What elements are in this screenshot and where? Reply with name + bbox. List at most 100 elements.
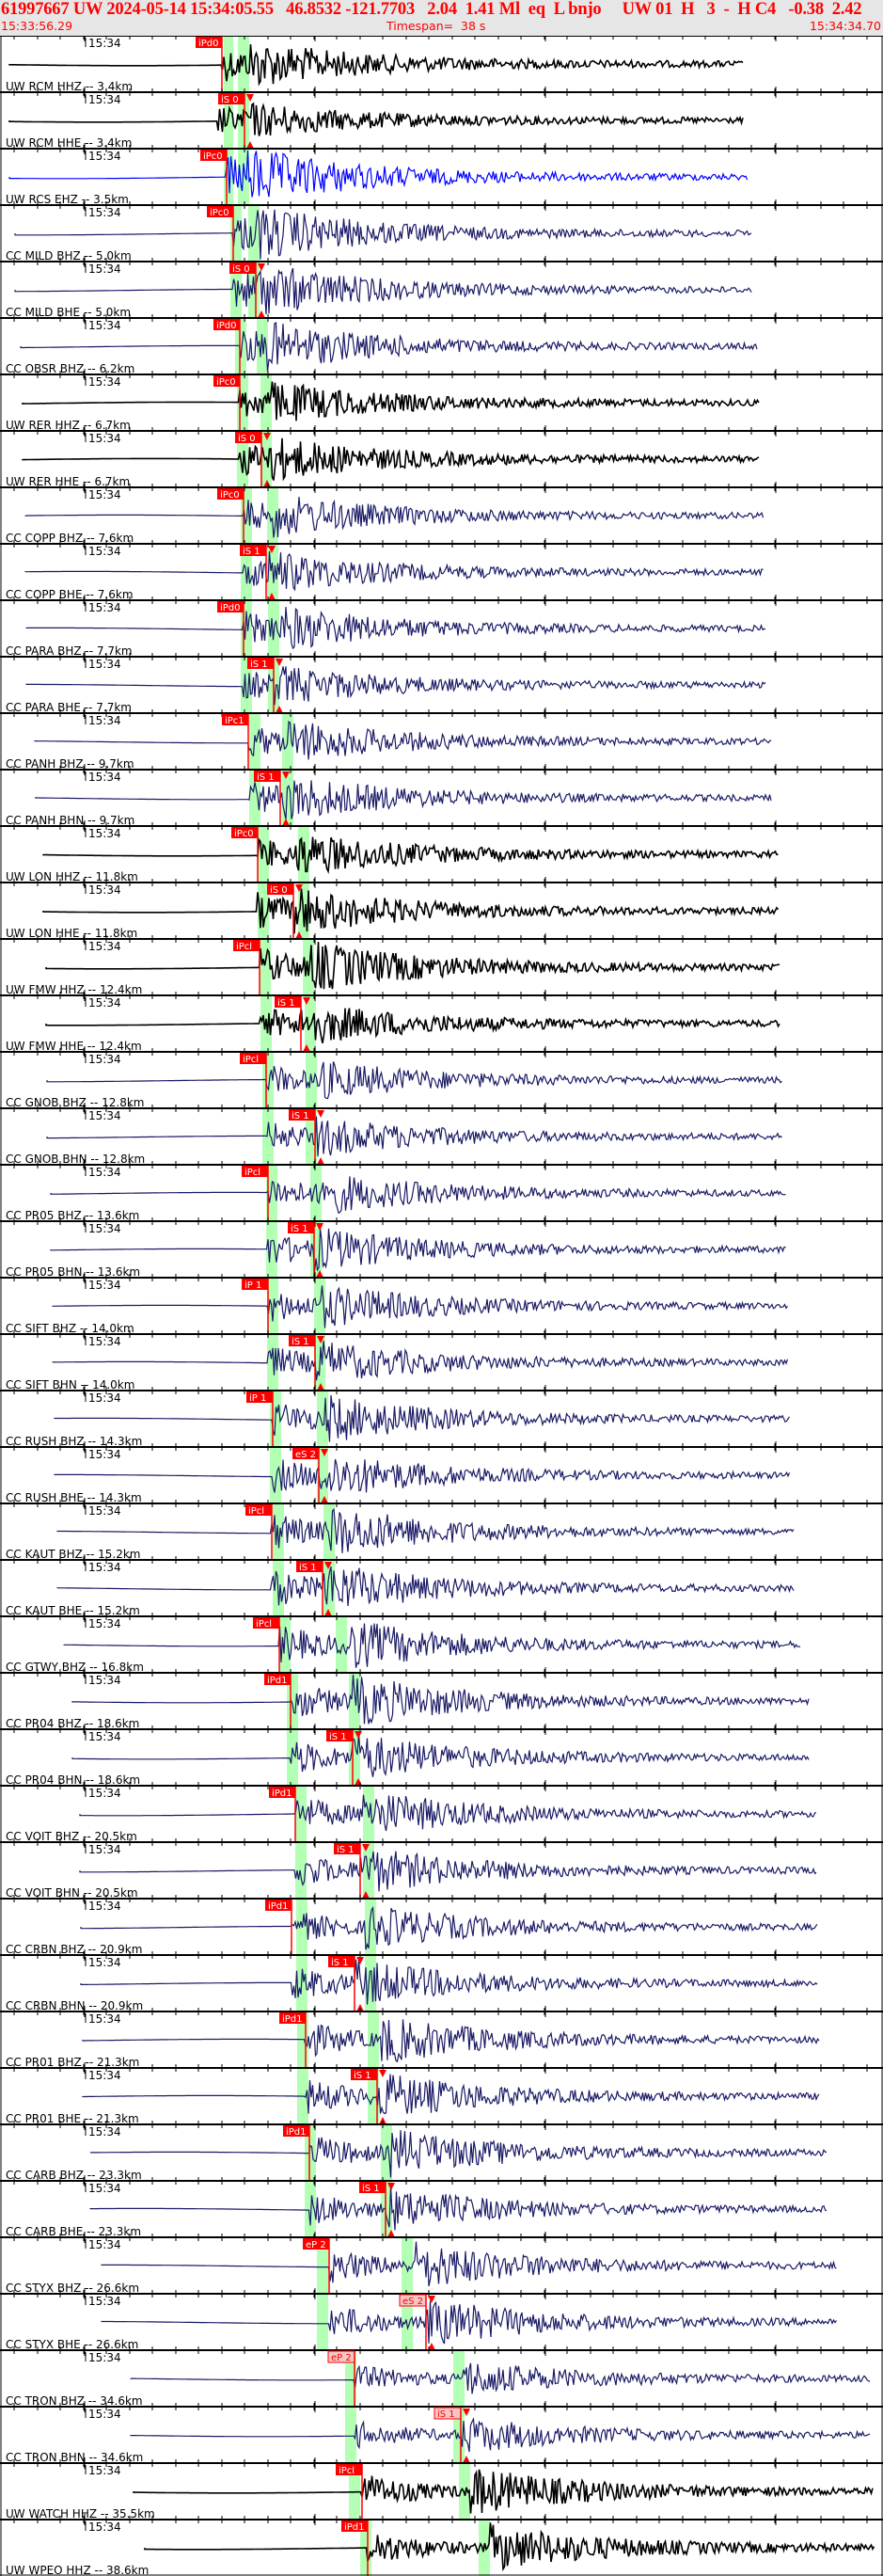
s-pick-flag[interactable]: [267, 883, 293, 895]
p-pick-flag[interactable]: [245, 1504, 272, 1516]
waveform: [133, 2469, 874, 2514]
p-pick-flag[interactable]: [279, 2012, 306, 2024]
waveform: [35, 780, 772, 819]
minute-tick-label: 15:34: [88, 93, 121, 106]
s-pick-flag[interactable]: [359, 2182, 386, 2193]
minute-tick-label: 15:34: [88, 2069, 121, 2082]
p-pick-flag[interactable]: [217, 601, 244, 612]
minute-tick-label: 15:34: [88, 1561, 121, 1574]
p-pick-flag[interactable]: [242, 1279, 268, 1290]
p-pick-flag[interactable]: [233, 940, 260, 951]
minute-tick-label: 15:34: [88, 771, 121, 784]
station-label: CC PR01 BHZ -- 21.3km: [6, 2056, 139, 2069]
p-window: [345, 2350, 356, 2407]
s-marker-up-icon: [316, 1270, 323, 1278]
trace-panel: 15:34 iPc0 UW RER HHZ -- 6.7km: [0, 369, 883, 432]
minute-tick-label: 15:34: [88, 658, 121, 671]
minute-tick-label: 15:34: [88, 1843, 121, 1856]
p-pick-flag[interactable]: [213, 319, 240, 330]
station-label: UW RER HHE -- 6.7km: [6, 475, 130, 488]
p-pick-flag[interactable]: [231, 827, 258, 838]
waveform: [14, 267, 752, 315]
p-window: [317, 2237, 328, 2294]
s-window: [267, 487, 278, 544]
station-label: CC VOIT BHZ -- 20.5km: [6, 1830, 137, 1843]
s-window: [238, 92, 249, 149]
p-pick-flag[interactable]: [207, 206, 233, 217]
s-pick-flag[interactable]: [328, 1956, 355, 1967]
s-pick-flag[interactable]: [240, 545, 266, 556]
pick-label: iPc0: [210, 208, 229, 218]
trace-panel: 15:34 iPc0 UW RCS EHZ -- 3.5km: [0, 143, 883, 206]
minute-tick-label: 15:34: [88, 1617, 121, 1630]
s-marker-up-icon: [258, 310, 265, 318]
minute-tick-label: 15:34: [88, 996, 121, 1010]
waveform: [42, 836, 779, 874]
station-label: CC PR05 BHZ -- 13.6km: [6, 1209, 139, 1222]
s-marker-up-icon: [268, 593, 276, 600]
s-pick-flag[interactable]: [218, 93, 244, 104]
s-pick-flag[interactable]: [351, 2069, 377, 2080]
p-pick-flag[interactable]: [213, 375, 240, 387]
s-marker-down-icon: [428, 2296, 435, 2303]
p-pick-flag[interactable]: [222, 714, 248, 725]
trace-panel: 15:34 iS 1 CC PR04 BHN -- 18.6km: [0, 1724, 883, 1787]
p-pick-flag[interactable]: [196, 37, 222, 48]
s-pick-flag[interactable]: [296, 1561, 323, 1572]
p-pick-flag[interactable]: [253, 1617, 279, 1629]
p-pick-flag[interactable]: [242, 1166, 268, 1177]
pick-label: iS 1: [250, 660, 268, 670]
pick-label: iPcl: [256, 1619, 272, 1630]
waveform: [101, 2300, 837, 2345]
p-pick-flag[interactable]: [341, 2520, 368, 2532]
p-pick-flag[interactable]: [217, 488, 244, 500]
trace-panel: 15:34 iS 1 CC TRON BHN -- 34.6km: [0, 2401, 883, 2464]
station-label: CC STYX BHZ -- 26.6km: [6, 2282, 139, 2295]
p-pick-flag[interactable]: [246, 1391, 273, 1403]
s-marker-down-icon: [317, 1336, 324, 1344]
waveform: [50, 1228, 786, 1272]
s-window: [306, 1108, 317, 1165]
station-label: CC RUSH BHE -- 14.3km: [6, 1491, 142, 1504]
p-pick-flag[interactable]: [240, 1053, 266, 1064]
p-pick-flag[interactable]: [200, 150, 227, 161]
station-label: CC MILD BHE -- 5.0km: [6, 306, 131, 319]
p-pick-flag[interactable]: [303, 2238, 329, 2250]
p-window: [266, 1165, 277, 1221]
s-pick-flag[interactable]: [229, 262, 256, 274]
station-label: CC CRBN BHN -- 20.9km: [6, 1999, 143, 2012]
pick-label: iPc0: [234, 829, 254, 839]
minute-tick-label: 15:34: [88, 206, 121, 219]
minute-tick-label: 15:34: [88, 1448, 121, 1461]
s-pick-flag[interactable]: [334, 1843, 360, 1854]
p-pick-flag[interactable]: [336, 2464, 362, 2475]
p-pick-flag[interactable]: [269, 1787, 295, 1798]
station-label: UW RCM HHZ -- 3.4km: [6, 80, 133, 93]
s-pick-flag[interactable]: [235, 432, 261, 443]
s-pick-flag[interactable]: [288, 1222, 314, 1233]
p-pick-flag[interactable]: [283, 2125, 309, 2137]
s-pick-flag[interactable]: [275, 996, 301, 1008]
minute-tick-label: 15:34: [88, 375, 121, 389]
s-pick-flag[interactable]: [254, 771, 280, 782]
waveform: [80, 1959, 818, 2005]
station-label: UW RCM HHE -- 3.4km: [6, 136, 132, 150]
s-pick-flag[interactable]: [292, 1448, 319, 1459]
trace-panel: 15:34 iPcl CC GNOB BHZ -- 12.8km: [0, 1046, 883, 1109]
s-marker-down-icon: [316, 1223, 323, 1231]
s-pick-flag[interactable]: [247, 658, 274, 669]
minute-tick-label: 15:34: [88, 1391, 121, 1405]
p-window: [295, 1842, 307, 1899]
end-time: 15:34:34.70: [809, 19, 881, 33]
s-pick-flag[interactable]: [326, 1730, 353, 1741]
trace-panel: 15:34 iS 1 CC PARA BHE -- 7.7km: [0, 651, 883, 714]
p-pick-flag[interactable]: [264, 1674, 291, 1685]
p-window: [287, 1729, 298, 1786]
s-pick-flag[interactable]: [289, 1109, 315, 1121]
minute-tick-label: 15:34: [88, 2295, 121, 2308]
waveform: [82, 2019, 820, 2063]
s-pick-flag[interactable]: [289, 1335, 315, 1346]
trace-panel: 15:34 iPc0 CC MILD BHZ -- 5.0km: [0, 199, 883, 262]
p-pick-flag[interactable]: [265, 1900, 292, 1911]
trace-panel: 15:34 iPd1 CC PR01 BHZ -- 21.3km: [0, 2006, 883, 2069]
